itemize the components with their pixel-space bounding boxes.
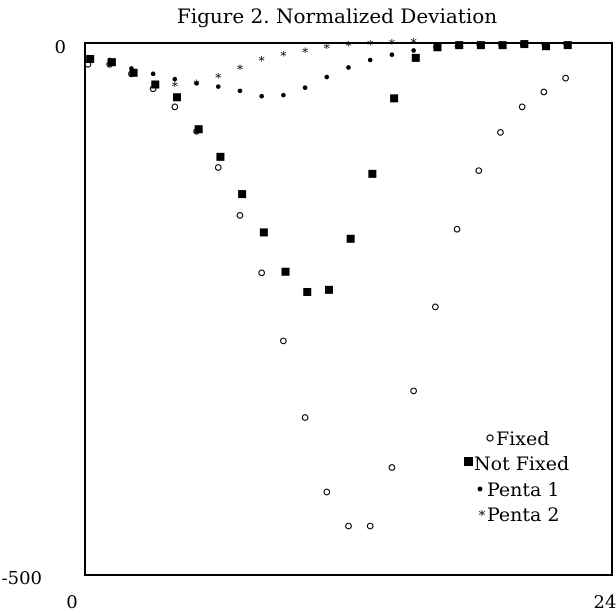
point-not-fixed-1	[107, 58, 116, 67]
point-fixed-11	[323, 488, 331, 496]
point-penta-2-1: *	[194, 77, 200, 91]
point-penta-2-11: *	[411, 36, 417, 50]
point-fixed-21	[540, 88, 548, 96]
point-penta-1-4	[194, 81, 199, 86]
point-not-fixed-6	[216, 152, 225, 161]
point-penta-1-13	[389, 52, 395, 58]
point-not-fixed-20	[520, 40, 529, 49]
point-penta-2-2: *	[215, 71, 221, 85]
point-penta-1-16	[454, 43, 460, 49]
point-penta-2-10: *	[389, 37, 395, 51]
point-penta-1-7	[259, 93, 264, 99]
point-fixed-10	[301, 414, 309, 421]
point-penta-2-0: *	[172, 80, 178, 94]
point-penta-2-6: *	[302, 46, 308, 60]
point-fixed-6	[214, 164, 222, 171]
point-fixed-12	[345, 522, 352, 530]
legend-item-not-fixed: Not Fixed	[464, 453, 569, 475]
legend-marker-fixed	[486, 434, 494, 442]
chart-title: Figure 2. Normalized Deviation	[177, 4, 497, 28]
legend-label-not-fixed: Not Fixed	[474, 453, 569, 475]
point-penta-1-8	[281, 92, 286, 98]
point-not-fixed-9	[281, 267, 290, 276]
legend-label-penta-2: Penta 2	[487, 504, 560, 526]
point-fixed-15	[410, 387, 417, 395]
point-penta-1-17	[476, 42, 482, 48]
point-penta-2-3: *	[237, 63, 243, 77]
point-not-fixed-11	[324, 285, 333, 294]
point-penta-1-1	[129, 66, 134, 71]
point-penta-1-15	[433, 44, 438, 50]
point-not-fixed-5	[194, 125, 203, 134]
point-penta-1-12	[367, 57, 373, 63]
point-penta-2-7: *	[324, 41, 330, 55]
point-not-fixed-14	[390, 94, 399, 103]
legend-item-fixed: Fixed	[486, 428, 549, 450]
legend-marker-penta-1	[477, 486, 483, 492]
point-fixed-17	[453, 225, 461, 233]
point-fixed-14	[388, 464, 396, 471]
point-penta-2-4: *	[259, 54, 265, 68]
point-penta-1-20	[541, 42, 547, 48]
point-penta-1-0	[107, 57, 113, 63]
point-fixed-8	[258, 269, 266, 277]
point-penta-2-5: *	[280, 49, 286, 63]
point-penta-1-5	[215, 84, 221, 89]
legend-label-fixed: Fixed	[496, 428, 549, 450]
point-fixed-4	[171, 103, 179, 111]
legend-marker-not-fixed	[464, 457, 473, 466]
point-fixed-22	[562, 74, 569, 82]
point-not-fixed-13	[368, 169, 377, 178]
point-penta-1-14	[411, 48, 416, 53]
point-not-fixed-3	[151, 80, 160, 89]
point-not-fixed-15	[411, 53, 420, 62]
x-tick-label-right: 24	[594, 592, 616, 613]
point-fixed-13	[366, 522, 374, 530]
point-fixed-7	[236, 212, 244, 219]
point-not-fixed-10	[303, 287, 312, 296]
point-penta-1-10	[324, 74, 330, 80]
legend-item-penta-1: Penta 1	[477, 479, 560, 501]
legend-item-penta-2: * Penta 2	[479, 504, 560, 526]
point-fixed-18	[475, 167, 483, 175]
point-penta-2-9: *	[367, 38, 373, 52]
point-penta-1-21	[563, 41, 568, 47]
point-penta-1-19	[519, 42, 525, 48]
point-penta-2-8: *	[346, 39, 352, 53]
point-penta-1-2	[150, 71, 156, 77]
point-not-fixed-12	[346, 234, 355, 243]
point-not-fixed-2	[129, 68, 138, 77]
point-not-fixed-8	[259, 228, 268, 237]
point-penta-1-6	[237, 88, 243, 94]
y-tick-label-top: 0	[55, 37, 66, 58]
point-penta-1-3	[172, 76, 178, 82]
x-tick-label-left: 0	[66, 592, 77, 613]
point-penta-1-9	[302, 85, 308, 90]
legend-label-penta-1: Penta 1	[487, 479, 560, 501]
point-fixed-9	[280, 337, 287, 345]
point-not-fixed-0	[86, 54, 95, 63]
point-fixed-20	[518, 103, 526, 111]
point-not-fixed-4	[173, 93, 182, 102]
point-not-fixed-7	[238, 190, 247, 199]
point-penta-1-18	[498, 42, 503, 48]
y-tick-label-bottom: -500	[2, 568, 42, 589]
plot-frame	[84, 42, 613, 576]
point-penta-1-11	[346, 65, 351, 70]
point-not-fixed-21	[542, 42, 551, 51]
point-not-fixed-22	[563, 41, 572, 50]
legend-marker-penta-2: *	[479, 509, 486, 524]
point-fixed-16	[431, 303, 439, 311]
legend: Fixed Not Fixed Penta 1 * Penta 2	[464, 428, 569, 526]
data-marks: * * * * * * * * * * * *	[84, 36, 572, 530]
point-not-fixed-17	[455, 41, 464, 50]
point-fixed-19	[497, 129, 504, 136]
